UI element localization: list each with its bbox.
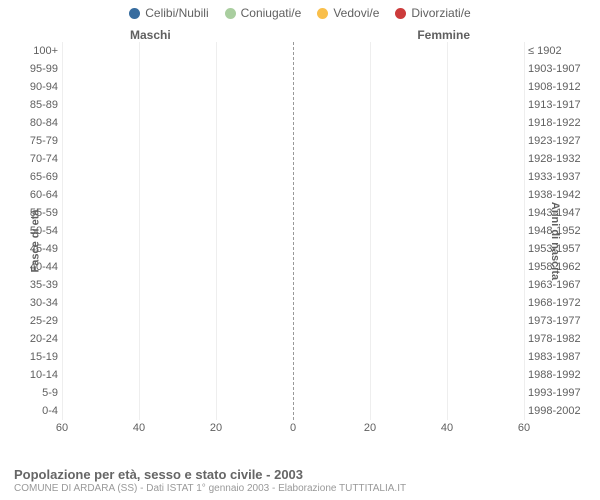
age-label: 70-74: [10, 150, 58, 168]
pyramid-row: [62, 222, 524, 240]
pyramid-row: [62, 240, 524, 258]
age-label: 5-9: [10, 384, 58, 402]
age-label: 65-69: [10, 168, 58, 186]
population-pyramid-chart: Celibi/Nubili Coniugati/e Vedovi/e Divorzia…: [0, 0, 600, 500]
pyramid-row: [62, 204, 524, 222]
age-label: 80-84: [10, 114, 58, 132]
age-label: 90-94: [10, 78, 58, 96]
y-axis-birth-labels: ≤ 19021903-19071908-19121913-19171918-19…: [528, 42, 590, 440]
birth-label: 1993-1997: [528, 384, 590, 402]
footer-subtitle: COMUNE DI ARDARA (SS) - Dati ISTAT 1° ge…: [14, 483, 406, 494]
birth-label: ≤ 1902: [528, 42, 590, 60]
birth-label: 1998-2002: [528, 402, 590, 420]
legend: Celibi/Nubili Coniugati/e Vedovi/e Divorzia…: [10, 6, 590, 20]
birth-label: 1948-1952: [528, 222, 590, 240]
birth-label: 1978-1982: [528, 330, 590, 348]
legend-swatch: [129, 8, 140, 19]
label-female: Femmine: [417, 28, 470, 42]
birth-label: 1958-1962: [528, 258, 590, 276]
birth-label: 1928-1932: [528, 150, 590, 168]
legend-item: Coniugati/e: [225, 6, 302, 20]
legend-item: Vedovi/e: [317, 6, 379, 20]
pyramid-row: [62, 294, 524, 312]
x-tick: 60: [518, 422, 530, 434]
age-label: 95-99: [10, 60, 58, 78]
x-axis: 6040200204060: [62, 420, 524, 440]
age-label: 55-59: [10, 204, 58, 222]
age-label: 75-79: [10, 132, 58, 150]
pyramid-row: [62, 348, 524, 366]
birth-label: 1983-1987: [528, 348, 590, 366]
x-tick: 40: [441, 422, 453, 434]
birth-label: 1973-1977: [528, 312, 590, 330]
pyramid-row: [62, 60, 524, 78]
age-label: 100+: [10, 42, 58, 60]
plot-area: Fasce di età Anni di nascita 100+95-9990…: [10, 42, 590, 440]
legend-swatch: [395, 8, 406, 19]
birth-label: 1938-1942: [528, 186, 590, 204]
legend-label: Divorziati/e: [411, 6, 470, 20]
age-label: 45-49: [10, 240, 58, 258]
pyramid-row: [62, 114, 524, 132]
pyramid-row: [62, 150, 524, 168]
birth-label: 1943-1947: [528, 204, 590, 222]
age-label: 60-64: [10, 186, 58, 204]
pyramid-row: [62, 96, 524, 114]
legend-item: Celibi/Nubili: [129, 6, 208, 20]
legend-swatch: [225, 8, 236, 19]
pyramid-row: [62, 330, 524, 348]
pyramid-row: [62, 384, 524, 402]
legend-label: Celibi/Nubili: [145, 6, 208, 20]
birth-label: 1923-1927: [528, 132, 590, 150]
bars-area: [62, 42, 524, 420]
x-tick: 40: [133, 422, 145, 434]
pyramid-row: [62, 312, 524, 330]
pyramid-row: [62, 402, 524, 420]
legend-item: Divorziati/e: [395, 6, 470, 20]
age-label: 50-54: [10, 222, 58, 240]
age-label: 15-19: [10, 348, 58, 366]
pyramid-row: [62, 42, 524, 60]
pyramid-row: [62, 258, 524, 276]
birth-label: 1918-1922: [528, 114, 590, 132]
age-label: 35-39: [10, 276, 58, 294]
age-label: 30-34: [10, 294, 58, 312]
birth-label: 1933-1937: [528, 168, 590, 186]
chart-footer: Popolazione per età, sesso e stato civil…: [14, 467, 406, 494]
birth-label: 1953-1957: [528, 240, 590, 258]
pyramid-row: [62, 276, 524, 294]
y-axis-age-labels: 100+95-9990-9485-8980-8475-7970-7465-696…: [10, 42, 58, 440]
x-tick: 60: [56, 422, 68, 434]
x-tick: 20: [364, 422, 376, 434]
birth-label: 1903-1907: [528, 60, 590, 78]
x-tick: 0: [290, 422, 296, 434]
legend-label: Coniugati/e: [241, 6, 302, 20]
footer-title: Popolazione per età, sesso e stato civil…: [14, 467, 406, 482]
age-label: 85-89: [10, 96, 58, 114]
x-tick: 20: [210, 422, 222, 434]
label-male: Maschi: [130, 28, 171, 42]
birth-label: 1963-1967: [528, 276, 590, 294]
age-label: 10-14: [10, 366, 58, 384]
pyramid-row: [62, 186, 524, 204]
legend-swatch: [317, 8, 328, 19]
grid-line: [524, 42, 525, 420]
pyramid-row: [62, 366, 524, 384]
birth-label: 1968-1972: [528, 294, 590, 312]
birth-label: 1913-1917: [528, 96, 590, 114]
age-label: 20-24: [10, 330, 58, 348]
legend-label: Vedovi/e: [333, 6, 379, 20]
age-label: 40-44: [10, 258, 58, 276]
pyramid-row: [62, 168, 524, 186]
birth-label: 1908-1912: [528, 78, 590, 96]
age-label: 0-4: [10, 402, 58, 420]
pyramid-row: [62, 78, 524, 96]
pyramid-row: [62, 132, 524, 150]
birth-label: 1988-1992: [528, 366, 590, 384]
age-label: 25-29: [10, 312, 58, 330]
